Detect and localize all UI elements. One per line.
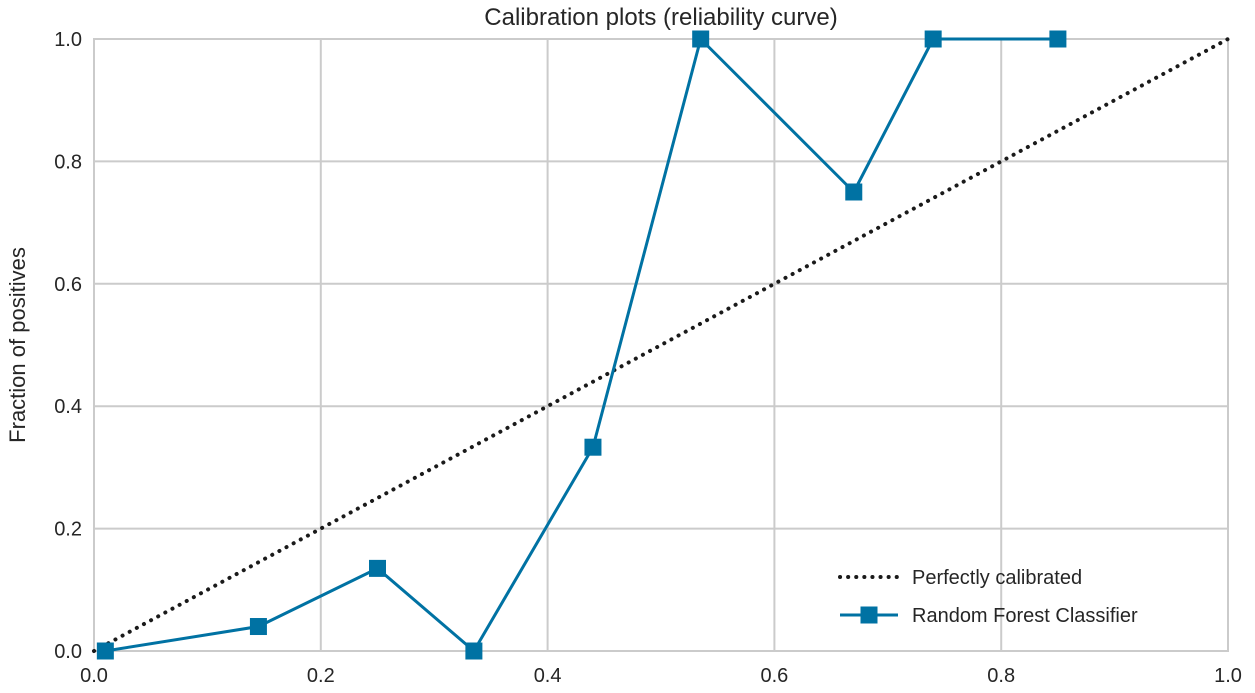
y-tick-label: 0.0 bbox=[54, 641, 82, 663]
x-tick-label: 0.4 bbox=[534, 665, 562, 687]
legend-label: Perfectly calibrated bbox=[912, 567, 1082, 589]
y-axis-label: Fraction of positives bbox=[5, 247, 30, 443]
legend-label: Random Forest Classifier bbox=[912, 605, 1138, 627]
tick-labels: 0.0 0.2 0.4 0.6 0.8 1.0 0.0 0.2 0.4 0.6 0.8 1.0 bbox=[54, 29, 1242, 687]
data-point-marker bbox=[924, 30, 942, 48]
data-point-marker bbox=[369, 559, 386, 577]
legend-square-marker bbox=[860, 606, 878, 624]
y-tick-label: 1.0 bbox=[54, 29, 82, 51]
x-tick-label: 1.0 bbox=[1214, 665, 1242, 687]
data-point-marker bbox=[96, 642, 114, 660]
series-1 bbox=[96, 30, 1067, 660]
x-tick-label: 0.0 bbox=[80, 665, 108, 687]
legend-entry: Random Forest Classifier bbox=[840, 605, 1138, 627]
classifier-line bbox=[105, 37, 1058, 653]
legend: Perfectly calibrated Random Forest Classi… bbox=[838, 567, 1138, 627]
data-point-marker bbox=[584, 438, 602, 456]
y-tick-label: 0.8 bbox=[54, 151, 82, 173]
series-0 bbox=[92, 37, 1230, 653]
y-tick-label: 0.4 bbox=[54, 396, 82, 418]
x-tick-label: 0.8 bbox=[987, 665, 1015, 687]
chart-title: Calibration plots (reliability curve) bbox=[484, 4, 837, 31]
series bbox=[92, 30, 1230, 660]
legend-entry: Perfectly calibrated bbox=[838, 567, 1082, 589]
x-tick-label: 0.2 bbox=[307, 665, 335, 687]
data-point-marker bbox=[1049, 30, 1067, 48]
y-tick-label: 0.2 bbox=[54, 519, 82, 541]
data-point-marker bbox=[249, 618, 267, 636]
y-tick-label: 0.6 bbox=[54, 274, 82, 296]
data-point-marker bbox=[692, 30, 710, 48]
data-point-marker bbox=[845, 183, 863, 201]
plot-frame bbox=[93, 38, 1229, 652]
perfect-calibration-line bbox=[92, 37, 1230, 653]
x-tick-label: 0.6 bbox=[760, 665, 788, 687]
data-point-marker bbox=[465, 642, 483, 660]
